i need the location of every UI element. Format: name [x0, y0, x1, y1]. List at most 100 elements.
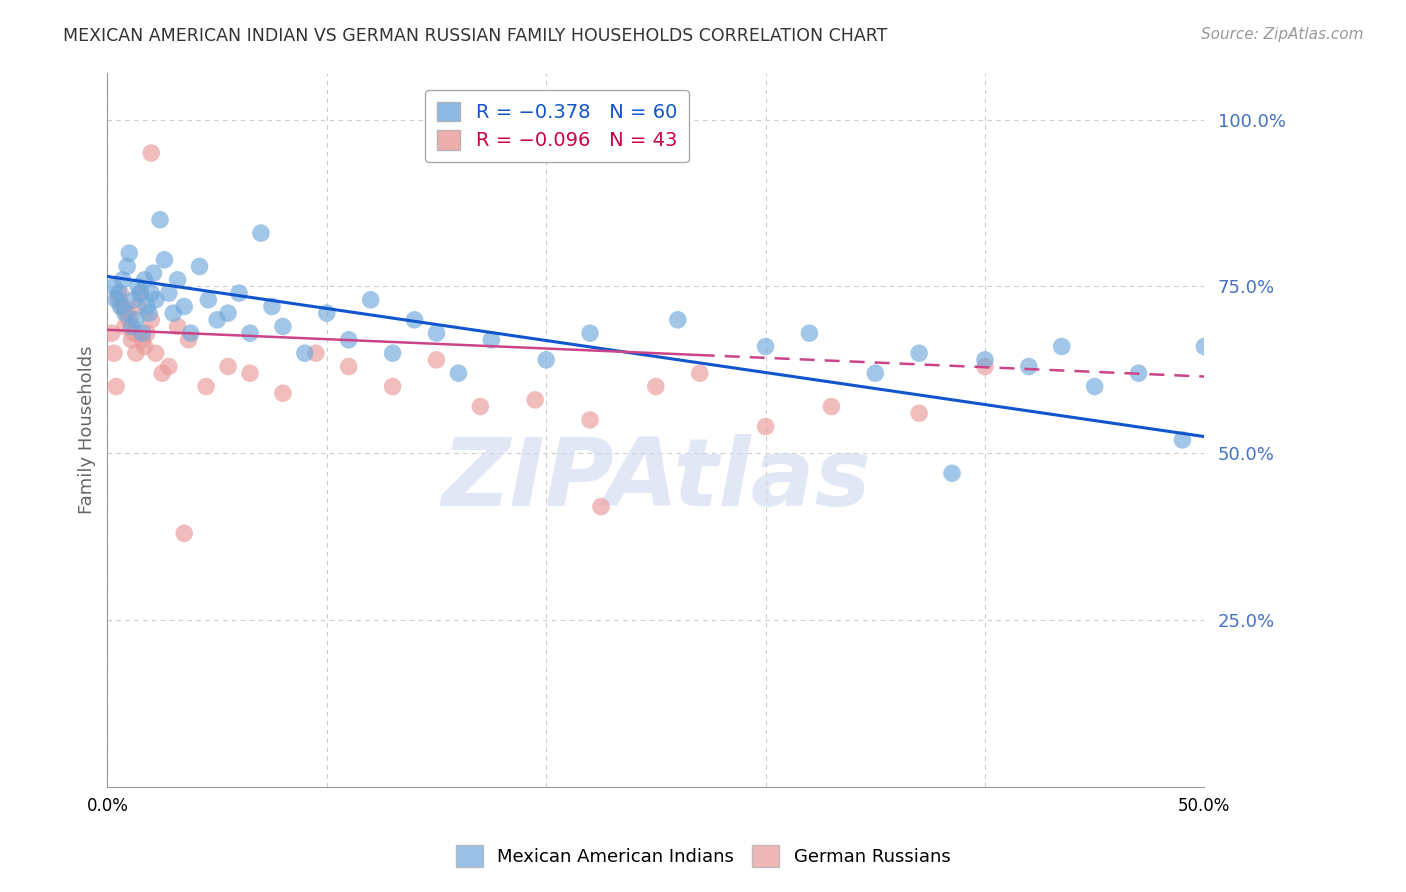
Point: [1050, 339, 1073, 353]
Point: [271, 386, 294, 401]
Point: [305, 346, 328, 360]
Point: [129, 286, 152, 301]
Point: [105, 293, 128, 307]
Point: [197, 293, 219, 307]
Point: [166, 273, 188, 287]
Point: [579, 413, 602, 427]
Point: [666, 313, 689, 327]
Point: [908, 346, 931, 360]
Text: MEXICAN AMERICAN INDIAN VS GERMAN RUSSIAN FAMILY HOUSEHOLDS CORRELATION CHART: MEXICAN AMERICAN INDIAN VS GERMAN RUSSIA…: [63, 27, 887, 45]
Point: [111, 300, 134, 314]
Point: [941, 467, 963, 481]
Point: [754, 419, 776, 434]
Point: [134, 339, 156, 353]
Point: [127, 279, 149, 293]
Point: [188, 260, 211, 274]
Point: [135, 300, 157, 314]
Point: [1194, 339, 1216, 353]
Point: [110, 286, 132, 301]
Point: [114, 319, 136, 334]
Point: [865, 366, 887, 380]
Point: [127, 300, 149, 314]
Point: [153, 252, 176, 267]
Point: [360, 293, 382, 307]
Point: [180, 326, 202, 341]
Point: [138, 306, 160, 320]
Point: [579, 326, 602, 341]
Point: [820, 400, 842, 414]
Point: [118, 246, 141, 260]
Point: [337, 333, 360, 347]
Legend: Mexican American Indians, German Russians: Mexican American Indians, German Russian…: [449, 838, 957, 874]
Point: [173, 300, 195, 314]
Point: [135, 326, 157, 341]
Point: [689, 366, 711, 380]
Point: [524, 392, 547, 407]
Point: [173, 526, 195, 541]
Point: [1171, 433, 1194, 447]
Point: [589, 500, 612, 514]
Point: [974, 359, 997, 374]
Text: ZIPAtlas: ZIPAtlas: [441, 434, 870, 526]
Point: [381, 346, 404, 360]
Point: [381, 379, 404, 393]
Point: [799, 326, 821, 341]
Point: [404, 313, 426, 327]
Point: [217, 306, 239, 320]
Point: [122, 326, 145, 341]
Point: [162, 306, 184, 320]
Point: [125, 346, 148, 360]
Point: [141, 313, 163, 327]
Point: [121, 333, 143, 347]
Point: [103, 346, 125, 360]
Point: [908, 406, 931, 420]
Point: [217, 359, 239, 374]
Point: [294, 346, 316, 360]
Point: [145, 346, 167, 360]
Point: [239, 366, 262, 380]
Point: [479, 333, 502, 347]
Point: [131, 326, 153, 341]
Point: [239, 326, 262, 341]
Point: [205, 313, 228, 327]
Point: [141, 286, 163, 301]
Point: [115, 306, 138, 320]
Point: [177, 333, 200, 347]
Legend: R = −0.378   N = 60, R = −0.096   N = 43: R = −0.378 N = 60, R = −0.096 N = 43: [426, 90, 689, 162]
Point: [754, 339, 776, 353]
Point: [107, 293, 129, 307]
Point: [228, 286, 250, 301]
Point: [534, 352, 557, 367]
Point: [145, 293, 167, 307]
Point: [110, 300, 132, 314]
Point: [166, 319, 188, 334]
Point: [150, 366, 173, 380]
Point: [118, 313, 141, 327]
Point: [644, 379, 666, 393]
Point: [157, 359, 180, 374]
Point: [111, 273, 134, 287]
Point: [142, 266, 165, 280]
Point: [149, 212, 172, 227]
Point: [425, 352, 447, 367]
Point: [107, 286, 129, 301]
Point: [1128, 366, 1150, 380]
Point: [122, 293, 145, 307]
Point: [974, 352, 997, 367]
Point: [337, 359, 360, 374]
Point: [447, 366, 470, 380]
Point: [100, 326, 122, 341]
Y-axis label: Family Households: Family Households: [79, 346, 96, 514]
Point: [125, 313, 148, 327]
Point: [157, 286, 180, 301]
Point: [271, 319, 294, 334]
Point: [315, 306, 337, 320]
Point: [103, 279, 125, 293]
Point: [425, 326, 447, 341]
Point: [470, 400, 492, 414]
Point: [105, 379, 128, 393]
Point: [260, 300, 283, 314]
Point: [141, 146, 163, 161]
Point: [115, 260, 138, 274]
Point: [195, 379, 218, 393]
